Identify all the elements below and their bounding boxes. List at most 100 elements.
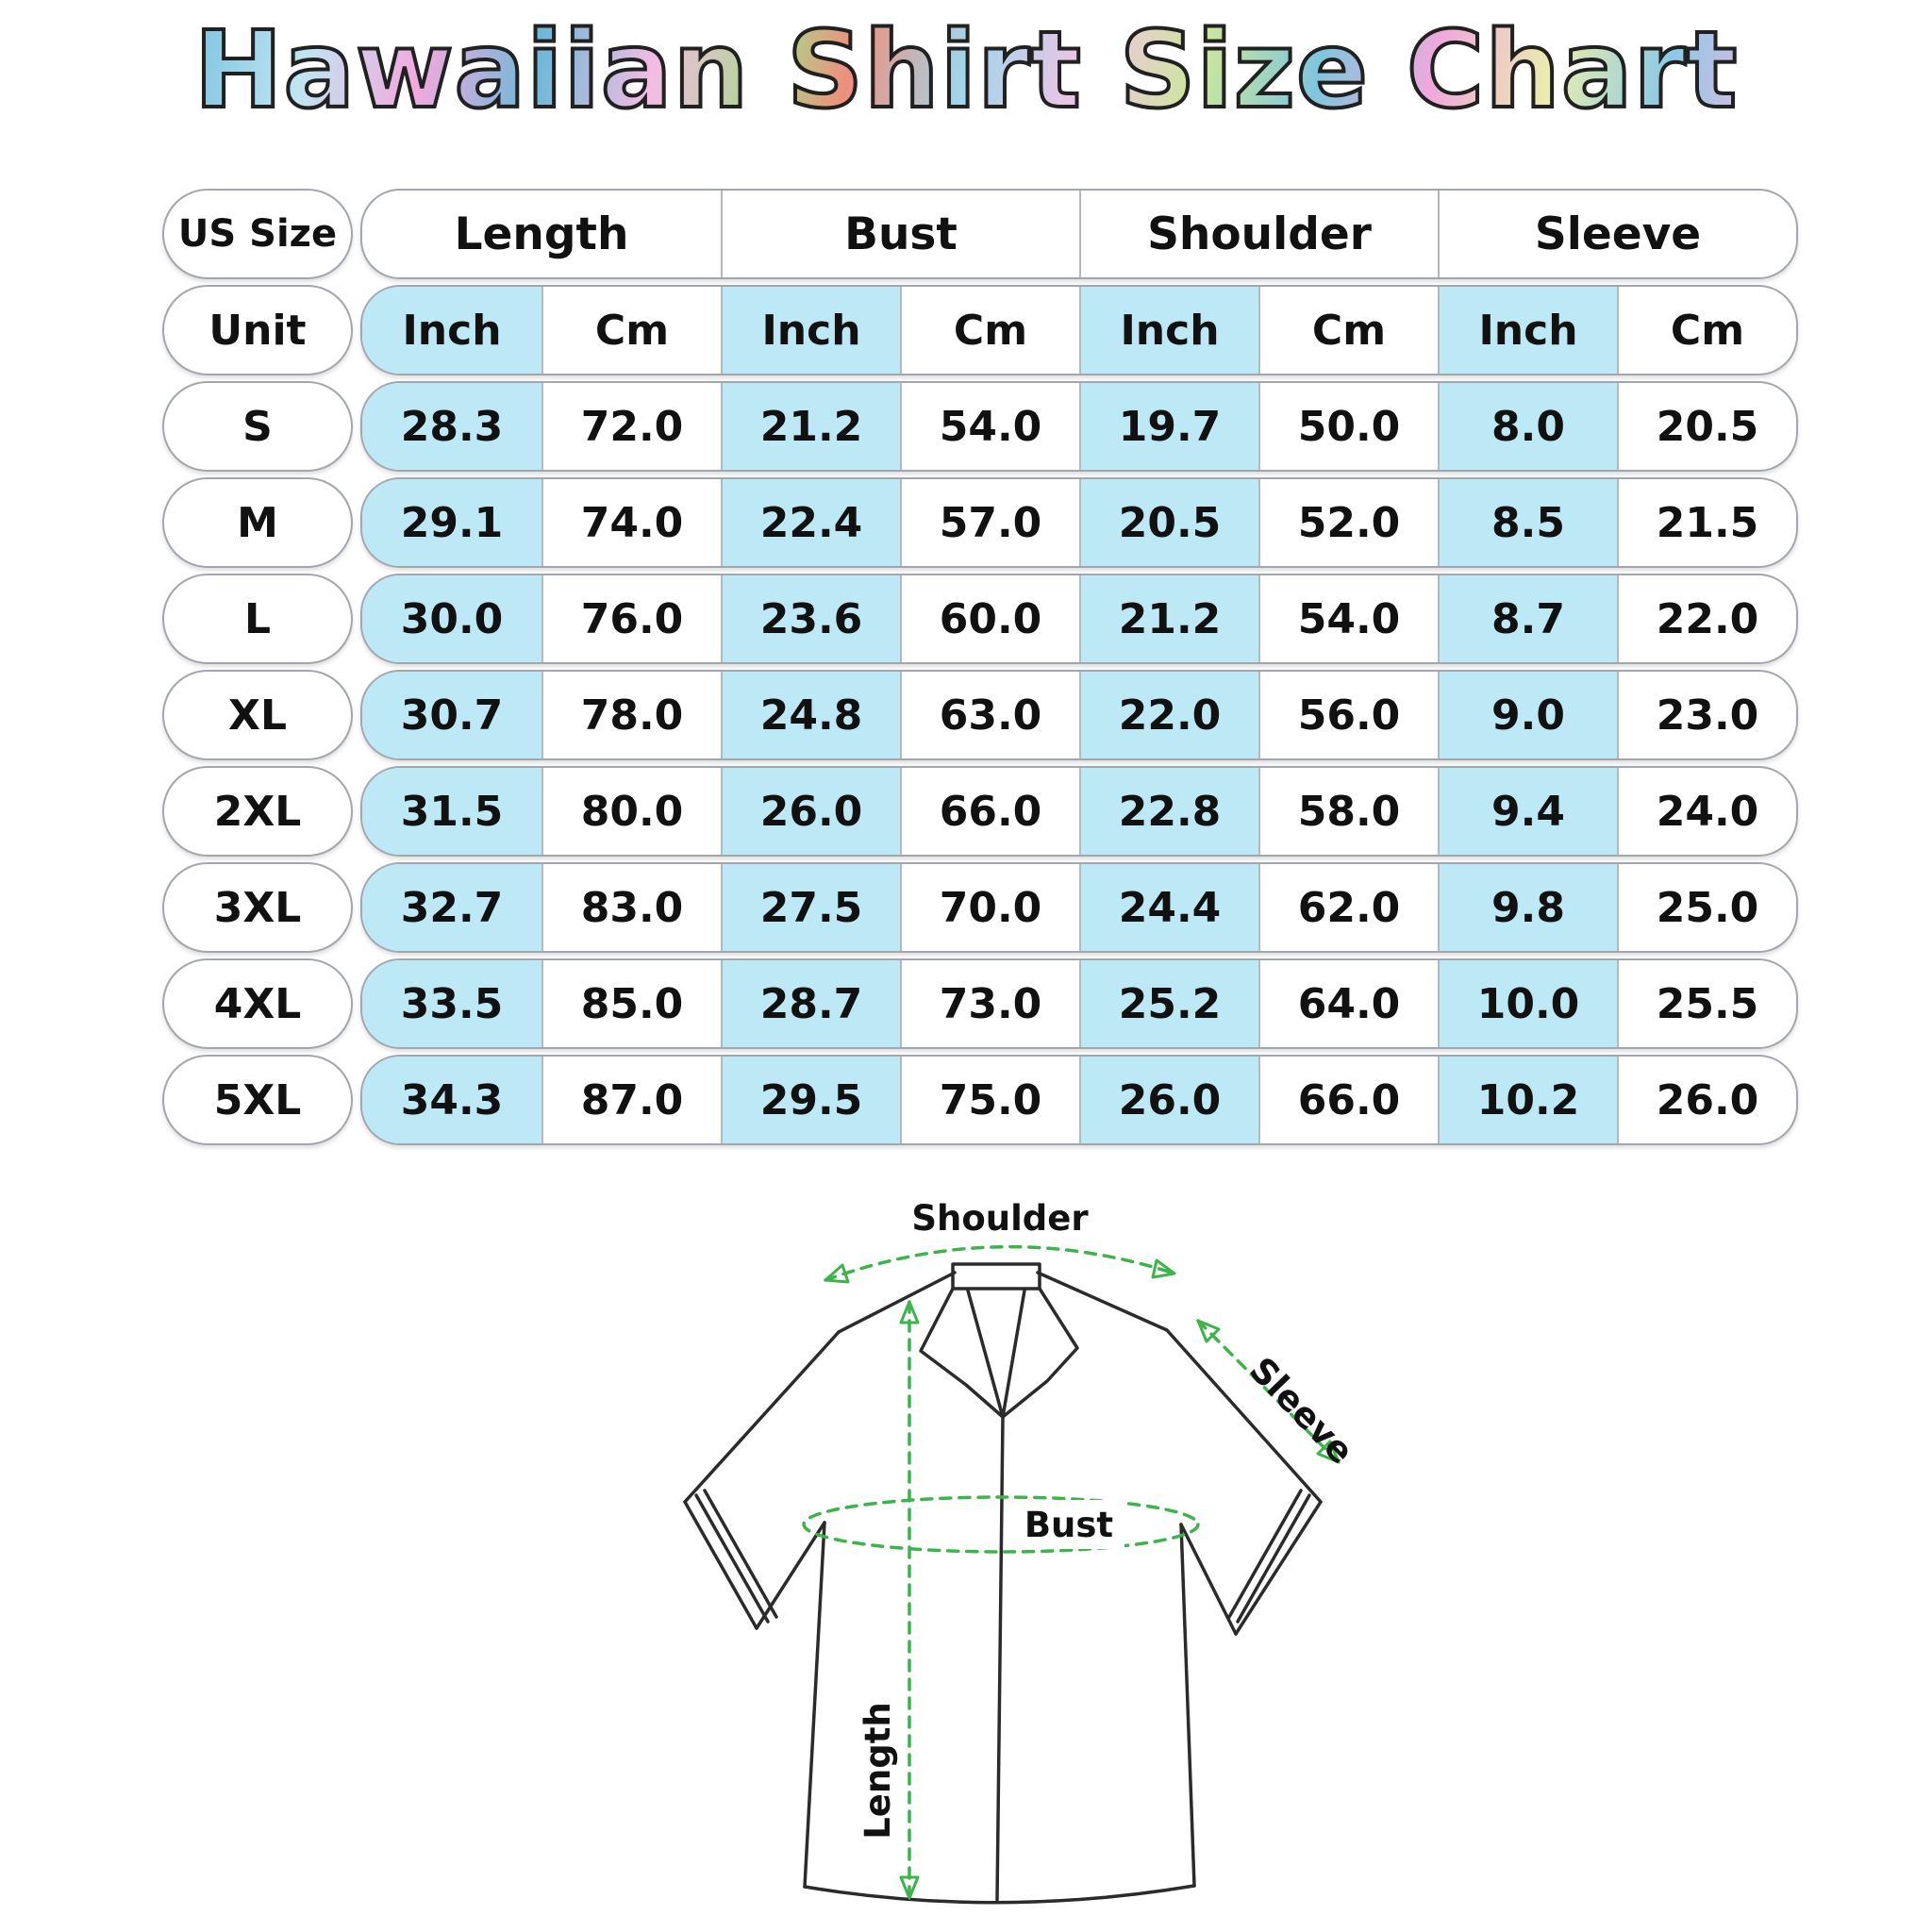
shirt-measurement-diagram: Shoulder Sleeve Bust Length — [683, 1198, 1361, 1905]
unit-shoulder-inch: Inch — [1079, 287, 1258, 374]
row-values: 28.3 72.0 21.2 54.0 19.7 50.0 8.0 20.5 — [360, 381, 1798, 472]
table-row: 3XL 32.7 83.0 27.5 70.0 24.4 62.0 9.8 25… — [162, 862, 1798, 953]
length-inch-value: 34.3 — [362, 1057, 541, 1143]
size-chart-table: US Size Length Bust Shoulder Sleeve Unit… — [162, 189, 1798, 1145]
column-group-length: Length — [454, 208, 629, 260]
bust-cm-value: 66.0 — [900, 768, 1079, 855]
length-cm-value: 74.0 — [541, 479, 721, 566]
page-title: Hawaiian Shirt Size Chart — [0, 8, 1932, 134]
size-label: 2XL — [162, 766, 353, 857]
shoulder-label: Shoulder — [911, 1198, 1089, 1239]
shoulder-inch-value: 21.2 — [1079, 575, 1258, 662]
shoulder-inch-value: 19.7 — [1079, 383, 1258, 470]
unit-bust-cm: Cm — [900, 287, 1079, 374]
length-inch-value: 32.7 — [362, 864, 541, 951]
unit-length-inch: Inch — [362, 287, 541, 374]
bust-inch-value: 28.7 — [721, 960, 900, 1047]
bust-measure-ellipse — [802, 1495, 1200, 1554]
unit-shoulder-cm: Cm — [1258, 287, 1438, 374]
column-group-bust: Bust — [721, 191, 1079, 277]
row-values: 31.5 80.0 26.0 66.0 22.8 58.0 9.4 24.0 — [360, 766, 1798, 857]
length-cm-value: 87.0 — [541, 1057, 721, 1143]
length-inch-value: 30.7 — [362, 672, 541, 758]
sleeve-cm-value: 25.0 — [1617, 864, 1796, 951]
table-row: L 30.0 76.0 23.6 60.0 21.2 54.0 8.7 22.0 — [162, 574, 1798, 664]
shirt-silhouette — [685, 1272, 1321, 1902]
unit-sleeve-cm: Cm — [1617, 287, 1796, 374]
shoulder-cm-value: 58.0 — [1258, 768, 1438, 855]
sleeve-inch-value: 9.8 — [1438, 864, 1617, 951]
length-inch-value: 29.1 — [362, 479, 541, 566]
unit-sleeve-inch: Inch — [1438, 287, 1617, 374]
length-cm-value: 85.0 — [541, 960, 721, 1047]
sleeve-inch-value: 9.0 — [1438, 672, 1617, 758]
sleeve-measure-arrow — [1196, 1319, 1341, 1464]
sleeve-cm-value: 26.0 — [1617, 1057, 1796, 1143]
bust-inch-value: 21.2 — [721, 383, 900, 470]
column-group-shoulder: Shoulder — [1079, 191, 1438, 277]
table-header-row: US Size Length Bust Shoulder Sleeve — [162, 189, 1798, 279]
sleeve-cm-value: 23.0 — [1617, 672, 1796, 758]
table-row: S 28.3 72.0 21.2 54.0 19.7 50.0 8.0 20.5 — [162, 381, 1798, 472]
row-values: 33.5 85.0 28.7 73.0 25.2 64.0 10.0 25.5 — [360, 958, 1798, 1049]
bust-label: Bust — [1024, 1505, 1113, 1545]
shoulder-cm-value: 62.0 — [1258, 864, 1438, 951]
sleeve-inch-value: 10.0 — [1438, 960, 1617, 1047]
shoulder-cm-value: 54.0 — [1258, 575, 1438, 662]
row-values: 30.7 78.0 24.8 63.0 22.0 56.0 9.0 23.0 — [360, 670, 1798, 760]
size-label: M — [162, 477, 353, 568]
bust-cm-value: 73.0 — [900, 960, 1079, 1047]
bust-cm-value: 60.0 — [900, 575, 1079, 662]
unit-row-label: Unit — [162, 285, 353, 375]
table-row: 5XL 34.3 87.0 29.5 75.0 26.0 66.0 10.2 2… — [162, 1055, 1798, 1145]
size-label: 5XL — [162, 1055, 353, 1145]
sleeve-inch-value: 8.0 — [1438, 383, 1617, 470]
unit-length-cm: Cm — [541, 287, 721, 374]
sleeve-cm-value: 20.5 — [1617, 383, 1796, 470]
bust-cm-value: 70.0 — [900, 864, 1079, 951]
length-cm-value: 78.0 — [541, 672, 721, 758]
length-inch-value: 30.0 — [362, 575, 541, 662]
length-label: Length — [858, 1702, 898, 1840]
shoulder-inch-value: 22.0 — [1079, 672, 1258, 758]
length-inch-value: 28.3 — [362, 383, 541, 470]
row-values: 32.7 83.0 27.5 70.0 24.4 62.0 9.8 25.0 — [360, 862, 1798, 953]
size-label: 3XL — [162, 862, 353, 953]
sleeve-cm-value: 24.0 — [1617, 768, 1796, 855]
shoulder-inch-value: 26.0 — [1079, 1057, 1258, 1143]
shoulder-inch-value: 20.5 — [1079, 479, 1258, 566]
table-row: 4XL 33.5 85.0 28.7 73.0 25.2 64.0 10.0 2… — [162, 958, 1798, 1049]
table-row: M 29.1 74.0 22.4 57.0 20.5 52.0 8.5 21.5 — [162, 477, 1798, 568]
row-values: 30.0 76.0 23.6 60.0 21.2 54.0 8.7 22.0 — [360, 574, 1798, 664]
size-label: S — [162, 381, 353, 472]
bust-inch-value: 29.5 — [721, 1057, 900, 1143]
bust-cm-value: 63.0 — [900, 672, 1079, 758]
sleeve-inch-value: 10.2 — [1438, 1057, 1617, 1143]
length-measure-arrow — [899, 1300, 920, 1900]
length-cm-value: 80.0 — [541, 768, 721, 855]
row-values: 29.1 74.0 22.4 57.0 20.5 52.0 8.5 21.5 — [360, 477, 1798, 568]
length-cm-value: 83.0 — [541, 864, 721, 951]
length-cm-value: 76.0 — [541, 575, 721, 662]
bust-cm-value: 75.0 — [900, 1057, 1079, 1143]
unit-row-values: Inch Cm Inch Cm Inch Cm Inch Cm — [360, 285, 1798, 375]
sleeve-cm-value: 25.5 — [1617, 960, 1796, 1047]
table-row: XL 30.7 78.0 24.8 63.0 22.0 56.0 9.0 23.… — [162, 670, 1798, 760]
shoulder-cm-value: 52.0 — [1258, 479, 1438, 566]
sleeve-inch-value: 9.4 — [1438, 768, 1617, 855]
bust-cm-value: 54.0 — [900, 383, 1079, 470]
bust-inch-value: 23.6 — [721, 575, 900, 662]
bust-inch-value: 27.5 — [721, 864, 900, 951]
shoulder-cm-value: 56.0 — [1258, 672, 1438, 758]
column-group-headers: Length Bust Shoulder Sleeve — [360, 189, 1798, 279]
bust-cm-value: 57.0 — [900, 479, 1079, 566]
bust-inch-value: 24.8 — [721, 672, 900, 758]
size-label: L — [162, 574, 353, 664]
size-label: XL — [162, 670, 353, 760]
length-cm-value: 72.0 — [541, 383, 721, 470]
size-label: 4XL — [162, 958, 353, 1049]
bust-label-backing — [1013, 1500, 1124, 1549]
bust-inch-value: 22.4 — [721, 479, 900, 566]
shoulder-cm-value: 50.0 — [1258, 383, 1438, 470]
unit-row: Unit Inch Cm Inch Cm Inch Cm Inch Cm — [162, 285, 1798, 375]
